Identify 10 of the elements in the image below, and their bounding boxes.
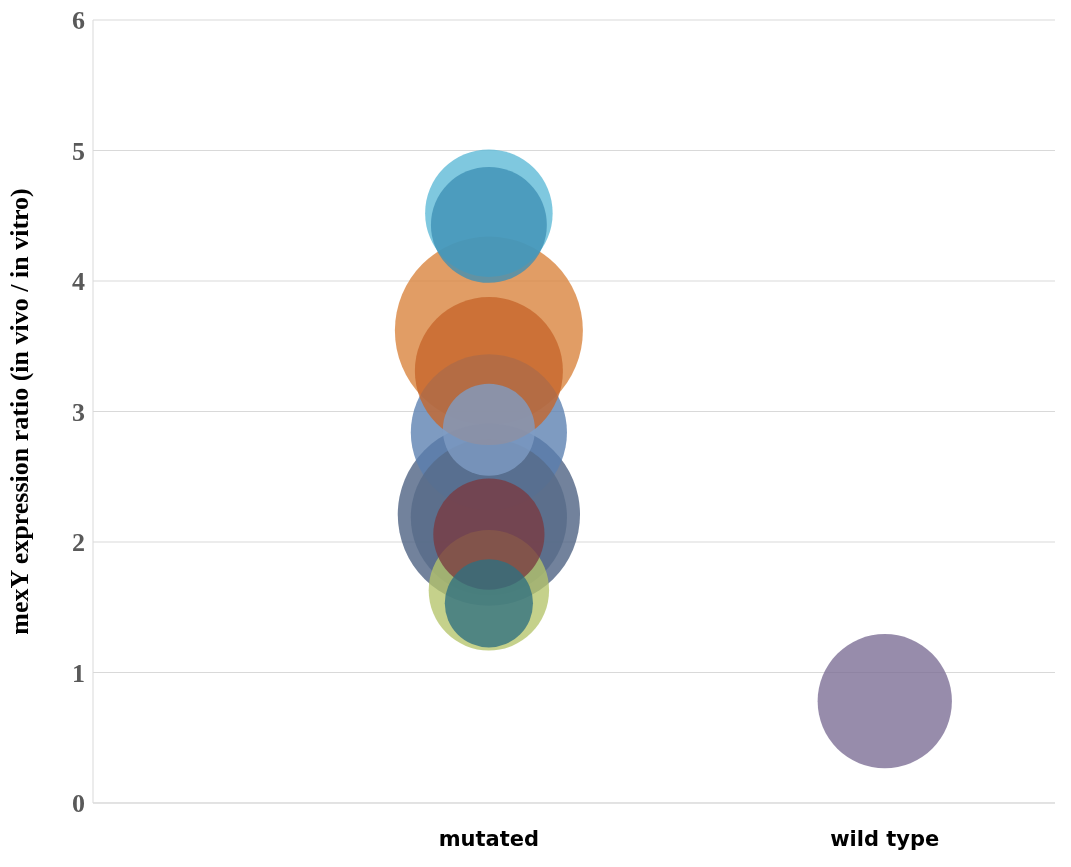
y-tick-label: 4 [72, 267, 85, 297]
y-tick-label: 5 [72, 136, 85, 166]
x-tick-label: wild type [830, 826, 940, 851]
y-tick-label: 3 [72, 397, 85, 427]
y-tick-label: 2 [72, 528, 85, 558]
x-tick-label: mutated [438, 826, 540, 851]
y-tick-label: 0 [72, 789, 85, 819]
y-tick-label: 1 [72, 658, 85, 688]
y-axis-title: mexY expression ratio (in vivo / in vitro) [5, 188, 35, 635]
y-tick-label: 6 [72, 6, 85, 36]
